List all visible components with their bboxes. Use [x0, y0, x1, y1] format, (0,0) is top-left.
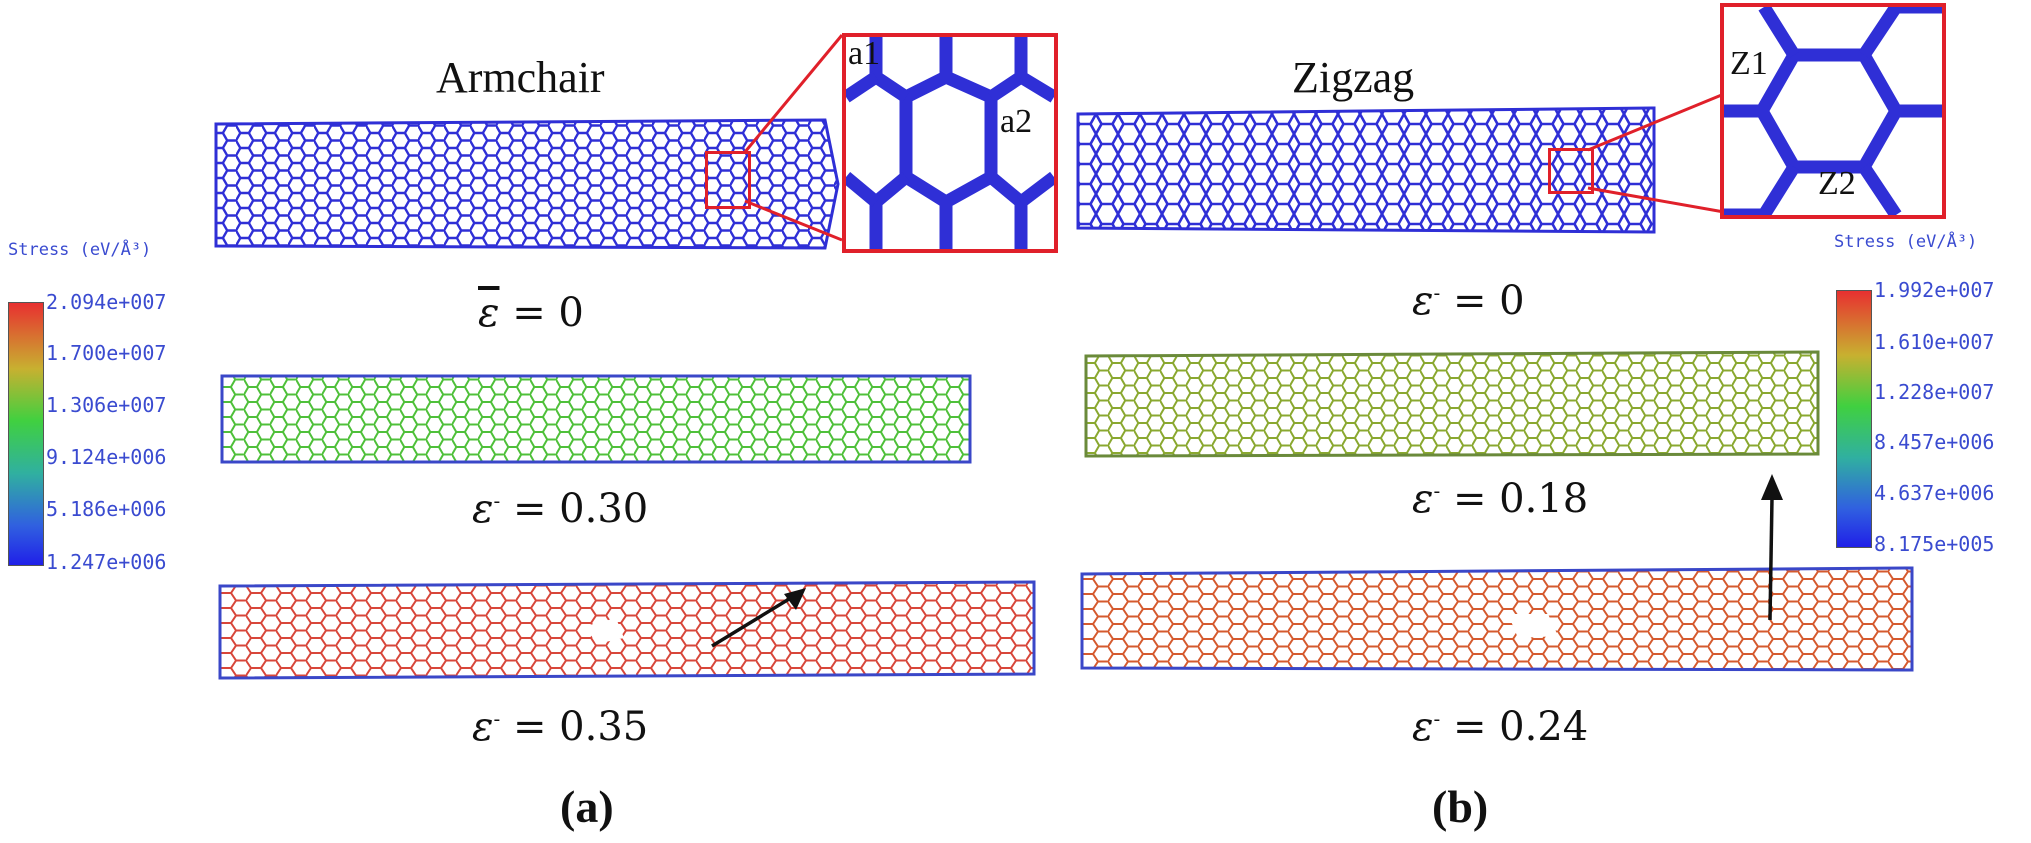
armchair-title: Armchair [436, 53, 605, 102]
colorbar-b-title: Stress (eV/Å³) [1834, 232, 1978, 252]
zigzag-tube-unstrained [1076, 106, 1656, 234]
panel-label-a: (a) [560, 781, 614, 832]
inset-label-z2: Z2 [1818, 165, 1856, 202]
armchair-selection-box [705, 151, 751, 209]
zigzag-tube-strain-018 [1084, 350, 1820, 458]
colorbar-a-tick-3: 9.124e+006 [46, 445, 167, 469]
armchair-tube-strain-035 [218, 580, 1036, 680]
colorbar-b [1836, 290, 1872, 548]
armchair-inset-lattice [846, 37, 1054, 249]
colorbar-b-tick-0: 1.992e+007 [1874, 278, 1995, 302]
armchair-tube-unstrained [214, 118, 840, 250]
zigzag-strain-024: ε- = 0.24 [1412, 704, 1589, 750]
colorbar-a-title: Stress (eV/Å³) [8, 240, 152, 260]
colorbar-a [8, 302, 44, 566]
inset-label-a2: a2 [1000, 103, 1033, 140]
colorbar-b-tick-4: 4.637e+006 [1874, 481, 1995, 505]
zigzag-tube-strain-024 [1080, 566, 1914, 672]
armchair-strain-030: ε- = 0.30 [472, 486, 649, 532]
colorbar-a-tick-2: 1.306e+007 [46, 393, 167, 417]
armchair-inset: a1 a2 [842, 33, 1058, 253]
colorbar-b-tick-3: 8.457e+006 [1874, 430, 1995, 454]
zigzag-selection-box [1548, 148, 1594, 194]
zigzag-fracture-arrow [1761, 474, 1783, 621]
colorbar-a-tick-0: 2.094e+007 [46, 290, 167, 314]
colorbar-b-tick-1: 1.610e+007 [1874, 330, 1995, 354]
armchair-fracture-arrow [711, 588, 806, 648]
armchair-strain-0: ε = 0 [478, 290, 584, 336]
panel-label-b: (b) [1432, 781, 1489, 832]
colorbar-a-tick-5: 1.247e+006 [46, 550, 167, 574]
zigzag-strain-0: ε- = 0 [1412, 278, 1525, 324]
inset-label-a1: a1 [848, 35, 881, 72]
zigzag-zoom-lines [1587, 92, 1725, 214]
armchair-zoom-lines [743, 34, 844, 242]
colorbar-b-tick-2: 1.228e+007 [1874, 380, 1995, 404]
colorbar-a-tick-4: 5.186e+006 [46, 497, 167, 521]
inset-label-z1: Z1 [1730, 45, 1768, 82]
colorbar-a-tick-1: 1.700e+007 [46, 341, 167, 365]
zigzag-inset: Z1 Z2 [1720, 3, 1946, 219]
zigzag-inset-lattice [1724, 7, 1942, 215]
armchair-strain-035: ε- = 0.35 [472, 704, 649, 750]
zigzag-strain-018: ε- = 0.18 [1412, 476, 1589, 522]
armchair-tube-strain-030 [220, 374, 972, 464]
zigzag-title: Zigzag [1292, 53, 1415, 102]
colorbar-b-tick-5: 8.175e+005 [1874, 532, 1995, 556]
